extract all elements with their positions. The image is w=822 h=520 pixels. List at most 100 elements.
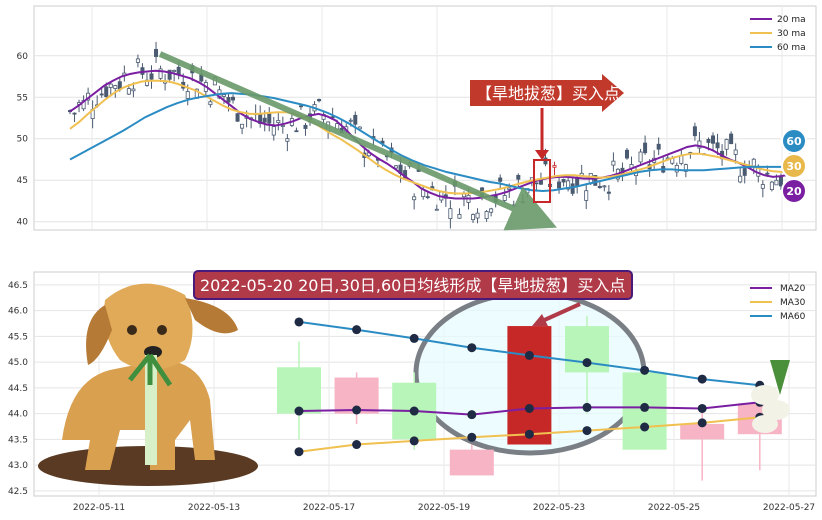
top-candle-body bbox=[471, 214, 476, 221]
top-candle-body bbox=[507, 187, 512, 190]
top-candle-body bbox=[81, 99, 86, 110]
top-candle-body bbox=[733, 149, 738, 155]
bottom-point-MA30 bbox=[640, 422, 650, 432]
bottom-y-tick-label: 46.5 bbox=[8, 281, 28, 291]
top-candle-body bbox=[126, 88, 131, 95]
top-candle-body bbox=[706, 139, 711, 143]
bottom-x-tick-label: 2022-05-13 bbox=[188, 503, 240, 513]
top-candle-body bbox=[489, 208, 494, 213]
top-candle-body bbox=[484, 211, 489, 220]
downtrend-arrow bbox=[158, 51, 557, 231]
top-line-60ma bbox=[69, 92, 790, 193]
title-pointer-head bbox=[532, 314, 548, 326]
top-candle-body bbox=[235, 113, 240, 122]
top-candle-body bbox=[624, 149, 629, 159]
radish-illustration bbox=[751, 360, 790, 433]
badge-20 bbox=[781, 178, 807, 204]
top-candle-body bbox=[231, 96, 236, 101]
top-candle-body bbox=[99, 93, 104, 96]
title-pointer bbox=[539, 302, 581, 324]
top-candle-body bbox=[294, 130, 299, 133]
top-candle-body bbox=[534, 182, 539, 185]
bottom-y-tick-label: 45.5 bbox=[8, 332, 28, 342]
top-candle-body bbox=[412, 196, 417, 201]
top-candle-body bbox=[751, 158, 756, 167]
top-y-tick-label: 55 bbox=[17, 93, 28, 103]
bottom-x-tick-label: 2022-05-25 bbox=[648, 503, 700, 513]
top-candle-body bbox=[357, 126, 362, 130]
buy-point-banner-arrow bbox=[470, 74, 624, 112]
top-candle-body bbox=[434, 208, 439, 211]
bottom-x-tick-label: 2022-05-17 bbox=[303, 503, 355, 513]
top-candle-body bbox=[457, 214, 462, 219]
top-candle-body bbox=[298, 105, 303, 108]
bottom-point-MA60 bbox=[697, 374, 707, 384]
bottom-point-MA30 bbox=[582, 426, 592, 436]
bottom-y-tick-label: 42.5 bbox=[8, 487, 28, 497]
top-candle-body bbox=[597, 185, 602, 189]
top-candle-body bbox=[108, 83, 113, 88]
top-candle-body bbox=[715, 142, 720, 149]
top-candle-body bbox=[267, 112, 272, 124]
top-candle-body bbox=[394, 165, 399, 169]
top-candle-body bbox=[185, 91, 190, 99]
badge-30-text: 30 bbox=[786, 160, 802, 173]
top-candle-body bbox=[172, 69, 177, 72]
bottom-point-MA30 bbox=[294, 447, 304, 457]
top-candle-body bbox=[135, 58, 140, 63]
top-y-tick-label: 40 bbox=[17, 218, 29, 228]
bottom-point-MA30 bbox=[524, 429, 534, 439]
bottom-y-tick-label: 45.0 bbox=[8, 358, 28, 368]
bottom-x-tick-label: 2022-05-19 bbox=[418, 503, 471, 513]
top-line-30ma bbox=[69, 79, 790, 195]
bottom-point-MA60 bbox=[524, 350, 534, 360]
bottom-title-box bbox=[193, 270, 633, 300]
bottom-point-MA20 bbox=[467, 410, 477, 420]
bottom-point-MA20 bbox=[409, 406, 419, 416]
top-candle-body bbox=[674, 164, 679, 173]
bottom-point-MA60 bbox=[582, 358, 592, 368]
top-candle-body bbox=[729, 133, 734, 145]
top-candle-body bbox=[154, 48, 159, 57]
top-candle-body bbox=[643, 142, 648, 154]
top-candle-body bbox=[271, 126, 276, 136]
top-candle-body bbox=[226, 97, 231, 103]
bottom-x-tick-label: 2022-05-23 bbox=[533, 503, 585, 513]
top-candle-body bbox=[131, 88, 136, 92]
top-candle-body bbox=[348, 119, 353, 122]
badge-60-text: 60 bbox=[786, 135, 802, 148]
bottom-point-MA20 bbox=[582, 402, 592, 412]
legend-20ma: 20 ma bbox=[777, 15, 806, 25]
top-candle-body bbox=[760, 184, 765, 189]
legend-MA60: MA60 bbox=[780, 312, 806, 322]
bottom-point-MA30 bbox=[352, 440, 362, 450]
top-candle-body bbox=[276, 120, 281, 123]
bottom-point-MA60 bbox=[467, 343, 477, 353]
top-candle-body bbox=[113, 85, 118, 89]
bottom-point-MA20 bbox=[640, 402, 650, 412]
bottom-point-MA60 bbox=[294, 317, 304, 327]
buy-point-banner-text: 【旱地拔葱】买入点 bbox=[476, 84, 620, 103]
bottom-point-MA20 bbox=[524, 403, 534, 413]
top-candle-body bbox=[742, 168, 747, 176]
bottom-legend: MA20 MA30 MA60 bbox=[750, 284, 806, 322]
top-candle-body bbox=[769, 181, 774, 191]
bottom-point-MA30 bbox=[409, 436, 419, 446]
dog-illustration bbox=[38, 283, 258, 486]
top-candle-body bbox=[656, 143, 661, 150]
top-candle-body bbox=[570, 183, 575, 194]
top-candle-body bbox=[502, 195, 507, 201]
bottom-y-tick-label: 43.0 bbox=[8, 461, 28, 471]
top-candle-body bbox=[692, 126, 697, 137]
bottom-y-tick-label: 46.0 bbox=[8, 307, 28, 317]
bottom-point-MA60 bbox=[352, 325, 362, 335]
top-y-tick-label: 45 bbox=[17, 176, 28, 186]
top-candle-body bbox=[520, 201, 525, 204]
top-y-tick-label: 60 bbox=[17, 52, 29, 62]
top-candle-body bbox=[475, 212, 480, 219]
bottom-point-MA20 bbox=[294, 406, 304, 416]
top-legend: 20 ma 30 ma 60 ma bbox=[750, 15, 806, 53]
top-candle-body bbox=[448, 208, 453, 219]
top-candle-body bbox=[149, 73, 154, 80]
top-candle-body bbox=[285, 138, 290, 142]
